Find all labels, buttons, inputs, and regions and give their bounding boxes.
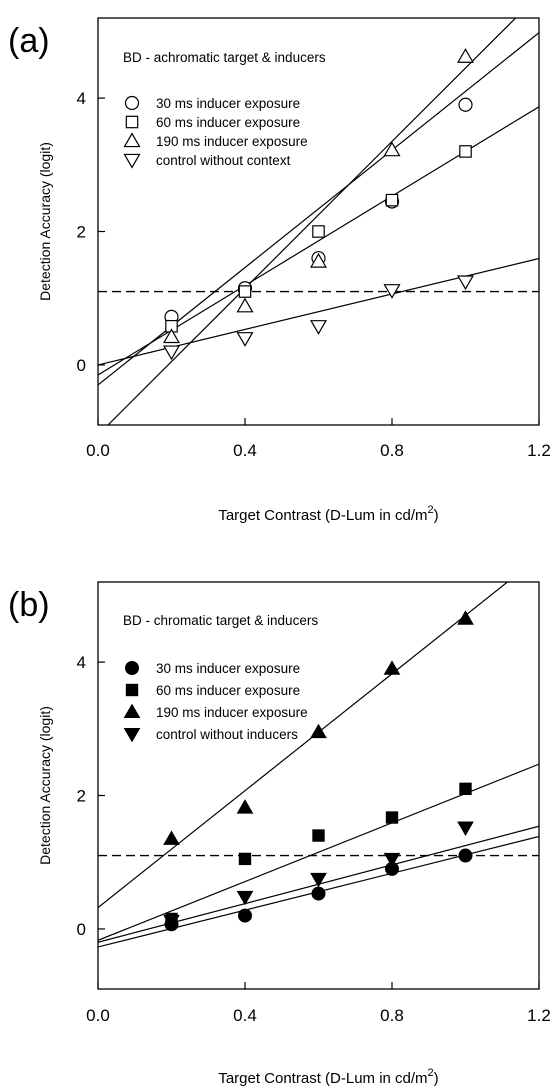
data-point-series-3 (383, 141, 401, 157)
fit-line-series-4 (98, 257, 539, 366)
legend-label: 60 ms inducer exposure (156, 115, 300, 130)
y-tick-label: 2 (77, 223, 86, 242)
chart-title: BD - achromatic target & inducers (123, 50, 326, 65)
y-axis-label: Detection Accuracy (logit) (37, 706, 53, 865)
data-point-series-2 (238, 852, 252, 866)
legend-marker-series-4 (123, 727, 141, 743)
data-point-series-3 (309, 252, 328, 268)
x-tick-label: 0.8 (380, 1006, 404, 1025)
data-point-series-3 (236, 799, 254, 814)
data-point-series-2 (312, 829, 325, 842)
chart-panel-a: (a) 0.0 0.4 0.8 1.2 0 2 4 Target Contrast (D-Lum… (8, 17, 551, 524)
y-tick-label: 0 (77, 356, 86, 375)
x-axis-label-main: Target Contrast (D-Lum in cd/m (218, 1070, 427, 1087)
data-point-series-3 (163, 830, 180, 845)
fit-line-series-2 (98, 763, 539, 941)
legend-marker-series-1 (124, 95, 140, 111)
data-point-series-4 (163, 914, 180, 930)
legend-label: 30 ms inducer exposure (156, 661, 300, 676)
legend-label: 190 ms inducer exposure (156, 134, 308, 149)
data-point-series-3 (310, 723, 327, 739)
plot-frame (97, 17, 540, 426)
legend-marker-series-1 (125, 661, 139, 675)
x-axis-label-end: ) (434, 507, 439, 524)
data-point-series-3 (162, 328, 181, 344)
legend-marker-series-2 (125, 683, 139, 697)
legend-marker-series-2 (125, 115, 139, 129)
data-point-series-2 (385, 193, 399, 207)
data-point-series-2 (459, 782, 472, 796)
plot-frame (97, 581, 540, 990)
legend-marker-series-3 (123, 703, 141, 719)
y-axis-label: Detection Accuracy (logit) (37, 142, 53, 301)
x-axis-label: Target Contrast (D-Lum in cd/m2) (218, 1067, 438, 1087)
fit-line-series-3 (107, 18, 517, 425)
x-tick-label: 0.4 (233, 441, 257, 460)
data-point-series-4 (309, 320, 328, 335)
x-axis-label-sup: 2 (428, 504, 434, 516)
x-axis-label-sup: 2 (428, 1067, 434, 1079)
data-point-series-3 (236, 297, 254, 313)
data-point-series-2 (312, 225, 325, 238)
x-tick-label: 0.8 (380, 441, 404, 460)
data-point-series-3 (456, 48, 475, 63)
data-point-series-2 (238, 285, 252, 298)
chart-panel-b: (b) 0.0 0.4 0.8 1.2 0 2 4 Target Contrast (D-Lum… (8, 581, 551, 1087)
legend: BD - achromatic target & inducers 30 ms i… (123, 50, 326, 169)
x-tick-label: 1.2 (527, 1006, 551, 1025)
data-point-series-1 (458, 97, 473, 112)
x-tick-label: 0.4 (233, 1006, 257, 1025)
data-point-series-2 (385, 811, 399, 824)
x-tick-label: 0.0 (86, 1006, 110, 1025)
panel-label: (a) (8, 22, 50, 60)
legend-label: control without context (156, 153, 291, 168)
data-point-series-1 (238, 908, 252, 923)
x-axis-label: Target Contrast (D-Lum in cd/m2) (218, 504, 438, 524)
legend-label: control without inducers (156, 727, 298, 742)
data-point-series-3 (383, 660, 401, 675)
plot-area (98, 582, 539, 948)
x-axis-label-end: ) (434, 1070, 439, 1087)
x-tick-label: 0.0 (86, 441, 110, 460)
panel-label: (b) (8, 586, 50, 624)
data-point-series-4 (383, 852, 401, 868)
data-point-series-4 (383, 284, 401, 299)
data-point-series-2 (459, 145, 472, 158)
x-axis-label-main: Target Contrast (D-Lum in cd/m (218, 507, 427, 524)
legend-label: 190 ms inducer exposure (156, 705, 308, 720)
legend: BD - chromatic target & inducers 30 ms in… (123, 613, 318, 743)
data-point-series-4 (310, 872, 327, 888)
legend-label: 60 ms inducer exposure (156, 683, 300, 698)
chart-title: BD - chromatic target & inducers (123, 613, 318, 628)
y-tick-label: 4 (77, 89, 86, 108)
data-point-series-1 (311, 886, 326, 901)
legend-marker-series-4 (123, 153, 141, 169)
data-point-series-4 (457, 821, 474, 836)
data-point-series-4 (456, 275, 475, 291)
data-point-series-3 (457, 610, 474, 625)
x-tick-label: 1.2 (527, 441, 551, 460)
y-tick-label: 4 (77, 653, 86, 672)
data-point-series-4 (162, 345, 181, 361)
y-tick-label: 2 (77, 787, 86, 806)
legend-marker-series-3 (123, 132, 141, 148)
data-point-series-1 (458, 848, 473, 863)
data-point-series-4 (236, 890, 254, 906)
legend-label: 30 ms inducer exposure (156, 96, 300, 111)
plot-area (98, 18, 539, 425)
y-tick-label: 0 (77, 920, 86, 939)
data-point-series-4 (236, 332, 254, 347)
